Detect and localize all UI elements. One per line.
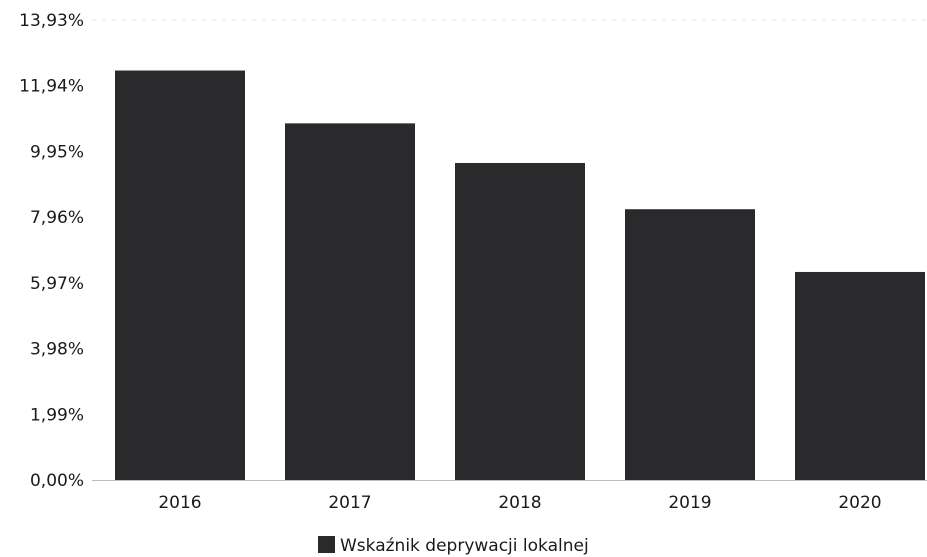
x-axis: 2016 2017 2018 2019 2020 bbox=[92, 480, 927, 513]
bar bbox=[455, 162, 585, 480]
y-tick-label: 1,99% bbox=[30, 405, 84, 425]
x-tick-label: 2016 bbox=[158, 493, 201, 513]
y-tick-label: 5,97% bbox=[30, 274, 84, 294]
bar bbox=[115, 70, 245, 480]
y-tick-label: 9,95% bbox=[30, 142, 84, 162]
x-tick-label: 2020 bbox=[838, 493, 881, 513]
y-tick-label: 3,98% bbox=[30, 340, 84, 360]
y-tick-label: 7,96% bbox=[30, 208, 84, 228]
legend: Wskaźnik deprywacji lokalnej bbox=[318, 536, 589, 556]
legend-swatch bbox=[318, 536, 335, 553]
y-axis: 0,00% 1,99% 3,98% 5,97% 7,96% 9,95% 11,94% 13,9… bbox=[19, 11, 927, 491]
y-tick-label: 13,93% bbox=[19, 11, 84, 31]
y-tick-label: 0,00% bbox=[30, 471, 84, 491]
bar bbox=[795, 271, 925, 480]
x-tick-label: 2018 bbox=[498, 493, 541, 513]
y-tick-label: 11,94% bbox=[19, 77, 84, 97]
x-tick-label: 2019 bbox=[668, 493, 711, 513]
legend-label: Wskaźnik deprywacji lokalnej bbox=[340, 536, 589, 556]
bar bbox=[285, 123, 415, 481]
bar bbox=[625, 209, 755, 480]
x-tick-label: 2017 bbox=[328, 493, 371, 513]
bars bbox=[115, 70, 925, 481]
